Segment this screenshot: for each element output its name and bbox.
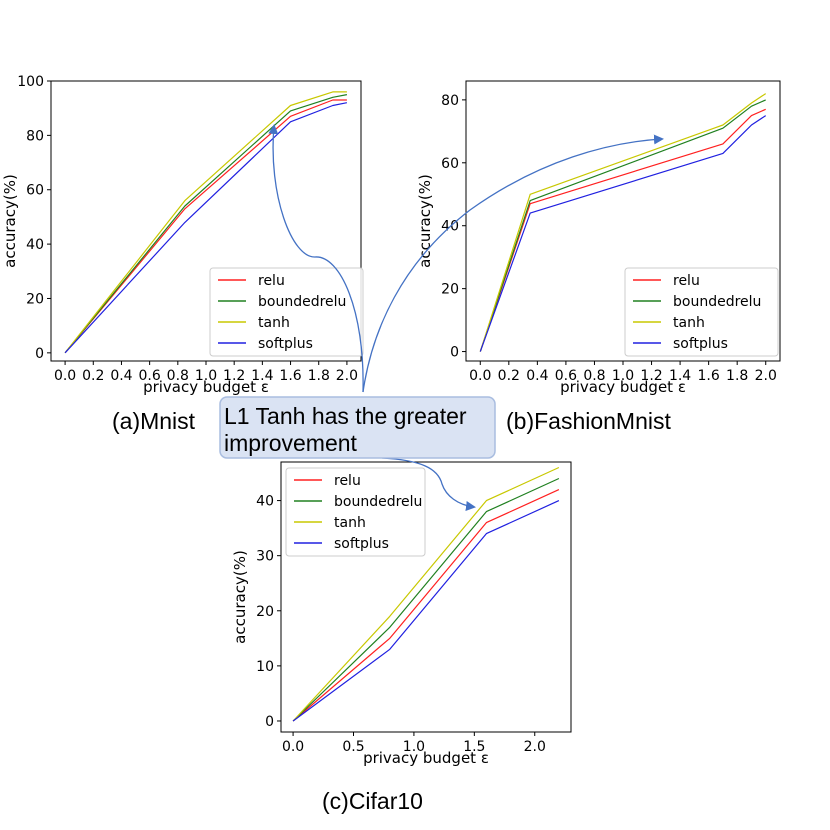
- series-line-boundedrelu: [479, 99, 766, 352]
- x-axis-label: privacy budget ε: [363, 749, 489, 767]
- legend-label-tanh: tanh: [673, 315, 705, 331]
- x-tick-label: 1.6: [279, 368, 301, 384]
- x-tick-label: 1.0: [195, 368, 217, 384]
- legend-label-boundedrelu: boundedrelu: [334, 494, 422, 510]
- legend-label-boundedrelu: boundedrelu: [258, 294, 346, 310]
- callout-arrow-to-cifar10: [381, 457, 476, 511]
- callout-annotation: L1 Tanh has the greater improvement: [219, 124, 664, 511]
- legend-label-tanh: tanh: [334, 515, 366, 531]
- series-line-relu: [292, 489, 560, 722]
- series-line-boundedrelu: [292, 477, 560, 722]
- y-axis-label: accuracy(%): [416, 174, 434, 268]
- series-line-softplus: [479, 115, 767, 352]
- legend: relu boundedrelu tanh softplus: [209, 267, 364, 357]
- y-tick-label: 20: [26, 291, 44, 307]
- y-axis-label: accuracy(%): [231, 550, 249, 644]
- y-tick-label: 100: [17, 74, 44, 90]
- legend-label-relu: relu: [673, 273, 700, 289]
- series-line-tanh: [64, 91, 347, 354]
- x-tick-label: 0.0: [282, 739, 304, 755]
- fashionmnist-chart: 0.0 0.2 0.4 0.6 0.8 1.0 1.2 1.4 1.6 1.8 2.00204060…: [416, 80, 781, 396]
- series-line-boundedrelu: [64, 94, 348, 354]
- legend-label-softplus: softplus: [673, 336, 728, 352]
- x-tick-label: 1.2: [223, 368, 245, 384]
- x-tick-label: 1.4: [251, 368, 273, 384]
- y-tick-label: 0: [35, 346, 44, 362]
- y-tick-label: 20: [256, 604, 274, 620]
- y-tick-label: 20: [441, 282, 459, 298]
- legend-label-boundedrelu: boundedrelu: [673, 294, 761, 310]
- x-tick-label: 0.4: [526, 368, 548, 384]
- x-tick-label: 0.8: [167, 368, 189, 384]
- legend: relu boundedrelu tanh softplus: [624, 267, 779, 357]
- y-tick-label: 10: [256, 659, 274, 675]
- caption-fashionmnist: (b)FashionMnist: [506, 408, 671, 434]
- callout-text-line-2: improvement: [224, 430, 358, 456]
- x-tick-label: 0.5: [342, 739, 364, 755]
- x-tick-label: 0.6: [555, 368, 577, 384]
- legend-label-relu: relu: [258, 273, 285, 289]
- x-axis-label: privacy budget ε: [143, 378, 269, 396]
- x-tick-label: 0.2: [498, 368, 520, 384]
- x-tick-label: 2.0: [524, 739, 546, 755]
- x-tick-label: 0.0: [54, 368, 76, 384]
- y-tick-label: 80: [26, 128, 44, 144]
- series-line-tanh: [292, 466, 560, 722]
- legend-box: [285, 467, 426, 557]
- series-line-tanh: [479, 93, 767, 352]
- legend-label-tanh: tanh: [258, 315, 290, 331]
- x-tick-label: 1.2: [640, 368, 662, 384]
- x-tick-label: 1.6: [698, 368, 720, 384]
- series-line-softplus: [64, 102, 348, 354]
- x-tick-label: 0.6: [139, 368, 161, 384]
- caption-mnist: (a)Mnist: [112, 408, 196, 434]
- x-tick-label: 1.5: [463, 739, 485, 755]
- cifar10-chart: 0.0 0.5 1.0 1.5 2.0 0 10 20 30 40 privacy budget ε…: [231, 461, 572, 767]
- callout-arrow-to-fashionmnist: [362, 134, 664, 393]
- y-tick-label: 80: [441, 93, 459, 109]
- legend-label-softplus: softplus: [334, 536, 389, 552]
- x-axis-label: privacy budget ε: [560, 378, 686, 396]
- mnist-chart: 0.0 0.2 0.4 0.6 0.8 1.0 1.2 1.4 1.6 1.8 2.0 0 20 40 60…: [1, 74, 364, 396]
- callout-text-line-1: L1 Tanh has the greater: [224, 403, 467, 429]
- x-tick-label: 1.0: [403, 739, 425, 755]
- x-tick-label: 1.8: [308, 368, 330, 384]
- legend-label-softplus: softplus: [258, 336, 313, 352]
- series-line-relu: [479, 108, 766, 352]
- y-tick-label: 60: [441, 156, 459, 172]
- x-tick-label: 0.8: [583, 368, 605, 384]
- callout-arrow-to-mnist: [268, 124, 364, 393]
- x-tick-label: 0.2: [82, 368, 104, 384]
- y-tick-label: 0: [265, 714, 274, 730]
- x-tick-label: 0.4: [110, 368, 132, 384]
- x-tick-label: 1.0: [612, 368, 634, 384]
- x-tick-label: 2.0: [755, 368, 777, 384]
- y-tick-label: 0: [450, 345, 459, 361]
- callout-box: [219, 396, 496, 459]
- y-tick-label: 40: [26, 237, 44, 253]
- y-tick-label: 40: [256, 494, 274, 510]
- series-line-softplus: [292, 500, 560, 722]
- legend-box: [624, 267, 779, 357]
- series-line-relu: [64, 99, 347, 354]
- axes-frame: [280, 461, 572, 733]
- legend-box: [209, 267, 364, 357]
- x-tick-label: 1.8: [726, 368, 748, 384]
- caption-cifar10: (c)Cifar10: [322, 788, 423, 814]
- x-tick-label: 2.0: [336, 368, 358, 384]
- x-tick-label: 0.0: [469, 368, 491, 384]
- y-axis-label: accuracy(%): [1, 174, 19, 268]
- x-tick-label: 1.4: [669, 368, 691, 384]
- legend: relu boundedrelu tanh softplus: [285, 467, 426, 557]
- y-tick-label: 60: [26, 183, 44, 199]
- y-tick-label: 30: [256, 549, 274, 565]
- legend-label-relu: relu: [334, 473, 361, 489]
